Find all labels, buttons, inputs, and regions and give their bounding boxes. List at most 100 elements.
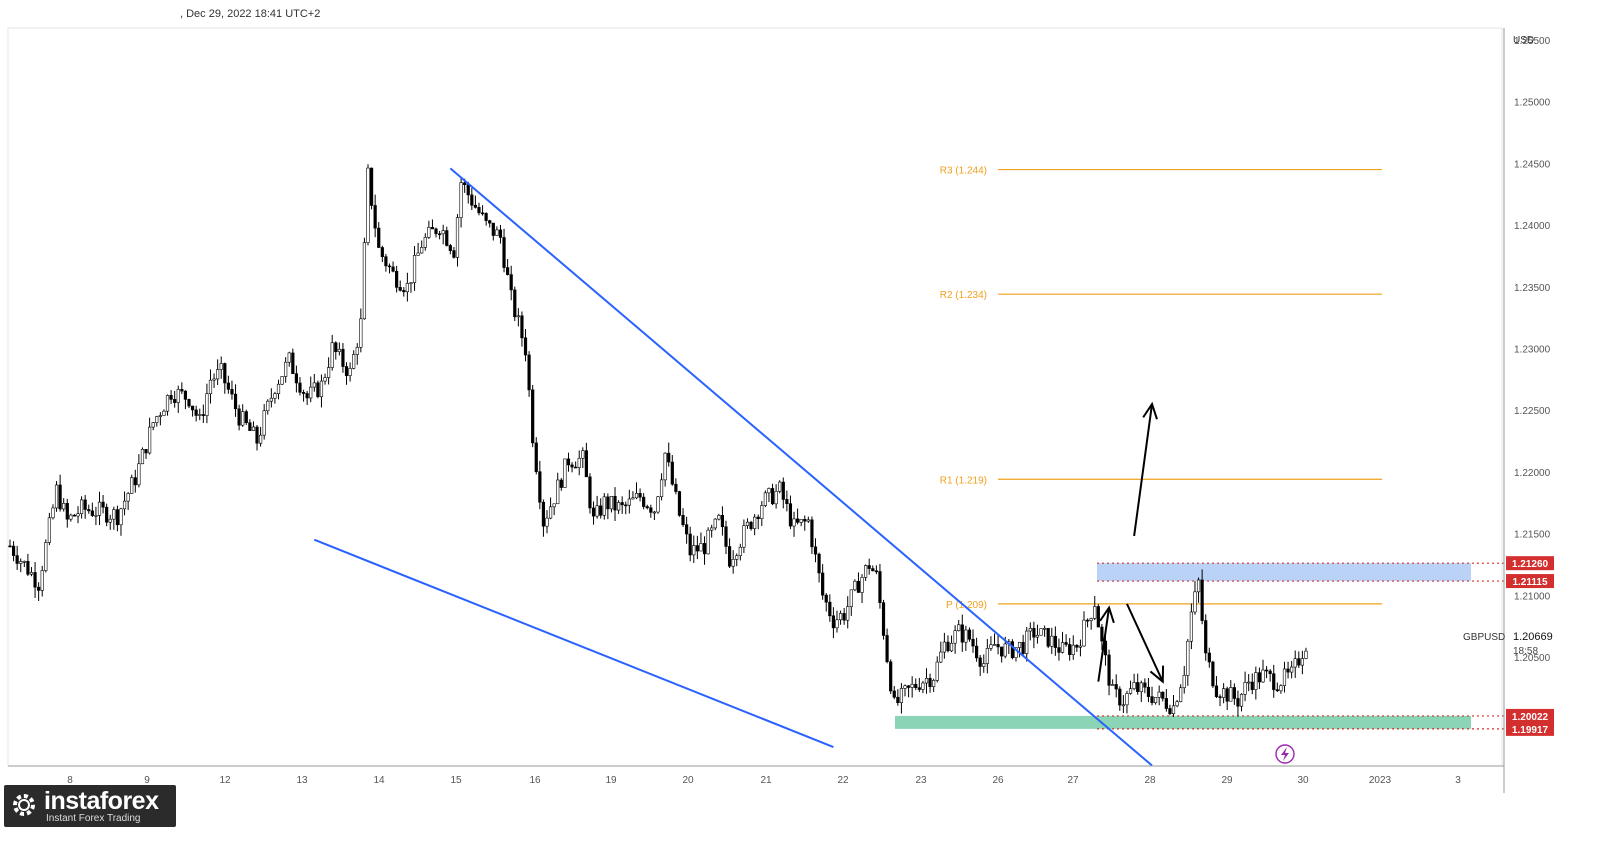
- candle-body: [738, 546, 742, 557]
- candle-body: [795, 518, 800, 523]
- candle-body: [233, 393, 238, 410]
- candle-body: [838, 613, 843, 621]
- candle-body: [144, 448, 148, 454]
- candle-body: [1010, 641, 1014, 659]
- candle-body: [881, 602, 886, 636]
- y-tick-label: 1.24000: [1514, 221, 1551, 232]
- candle-body: [545, 517, 549, 527]
- support-zone[interactable]: [895, 715, 1471, 729]
- candle-body: [541, 501, 546, 527]
- candle-body: [681, 515, 685, 525]
- candle-body: [613, 495, 617, 511]
- wedge-lower-line[interactable]: [313, 538, 834, 748]
- candle-body: [491, 222, 495, 236]
- candle-body: [434, 228, 438, 235]
- resistance-zone[interactable]: [1097, 563, 1471, 582]
- candle-body: [735, 555, 739, 560]
- candle-body: [892, 690, 896, 698]
- candle-body: [1064, 642, 1068, 645]
- candle-body: [713, 518, 717, 529]
- lightning-icon[interactable]: [1275, 744, 1295, 764]
- price-label-text: 1.21260: [1512, 559, 1549, 570]
- candle-body: [309, 386, 313, 399]
- candle-body: [90, 510, 94, 516]
- candle-body: [1032, 628, 1036, 638]
- candle-body: [1003, 643, 1007, 657]
- price-label-box: [1506, 708, 1554, 723]
- candle-body: [767, 488, 771, 494]
- candle-body: [652, 511, 656, 514]
- candle-body: [960, 624, 964, 643]
- candle-body: [40, 570, 44, 591]
- candle-body: [355, 347, 359, 355]
- candle-body: [1300, 658, 1304, 666]
- y-tick-label: 1.21500: [1514, 530, 1551, 541]
- candle-body: [631, 497, 635, 500]
- candle-body: [677, 491, 682, 516]
- candle-body: [674, 483, 678, 492]
- candle-body: [1128, 688, 1133, 694]
- candle-body: [1089, 618, 1093, 621]
- candle-body: [348, 368, 352, 376]
- candle-body: [792, 518, 796, 527]
- candle-body: [126, 493, 130, 502]
- candle-body: [917, 687, 921, 690]
- candle-body: [276, 383, 281, 394]
- chart-plot-area: [7, 27, 1503, 767]
- candle-body: [369, 167, 374, 206]
- candle-body: [1121, 704, 1125, 707]
- candle-body: [853, 580, 857, 591]
- candle-body: [130, 477, 134, 494]
- candle-body: [957, 624, 961, 631]
- candle-body: [856, 580, 861, 593]
- arrow-head: [1149, 665, 1165, 684]
- candle-body: [531, 389, 535, 444]
- candle-body: [473, 204, 478, 208]
- candle-body: [602, 496, 606, 516]
- candle-body: [939, 651, 943, 663]
- candle-body: [581, 450, 585, 459]
- x-tick-label: 28: [1144, 775, 1156, 786]
- arrow-shaft[interactable]: [1133, 403, 1154, 537]
- candle-body: [595, 505, 599, 517]
- candle-body: [609, 495, 614, 510]
- candle-body: [352, 354, 356, 369]
- candle-body: [774, 490, 778, 505]
- candle-body: [169, 395, 173, 400]
- arrow-shaft[interactable]: [1126, 603, 1164, 683]
- candle-body: [803, 518, 807, 522]
- candle-body: [1132, 682, 1136, 690]
- candle-body: [47, 517, 51, 543]
- candle-body: [72, 514, 77, 517]
- candle-body: [1222, 688, 1226, 698]
- candle-body: [470, 194, 474, 206]
- y-tick-label: 1.21000: [1514, 591, 1551, 602]
- candle-body: [731, 559, 735, 567]
- candle-body: [1125, 693, 1129, 706]
- candle-body: [971, 638, 975, 647]
- wedge-upper-line[interactable]: [449, 167, 1153, 767]
- candle-body: [76, 513, 80, 517]
- candle-body: [33, 572, 37, 588]
- candle-body: [1239, 693, 1244, 707]
- candle-body: [770, 488, 775, 505]
- candle-body: [1025, 630, 1029, 654]
- candle-body: [1264, 669, 1269, 672]
- candle-body: [216, 369, 220, 380]
- candle-body: [1286, 668, 1290, 673]
- candle-body: [284, 361, 288, 377]
- candle-body: [1168, 708, 1172, 715]
- arrow-shaft[interactable]: [1097, 607, 1111, 682]
- candle-body: [1053, 635, 1057, 648]
- candle-body: [8, 545, 12, 548]
- y-tick-label: 1.25500: [1514, 36, 1551, 47]
- candle-body: [266, 400, 270, 412]
- candle-body: [1282, 668, 1287, 686]
- x-tick-label: 13: [296, 775, 308, 786]
- candle-body: [620, 502, 624, 506]
- candle-body: [344, 366, 349, 376]
- candle-body: [1290, 666, 1294, 673]
- candle-body: [1272, 673, 1276, 690]
- candle-body: [1093, 606, 1097, 619]
